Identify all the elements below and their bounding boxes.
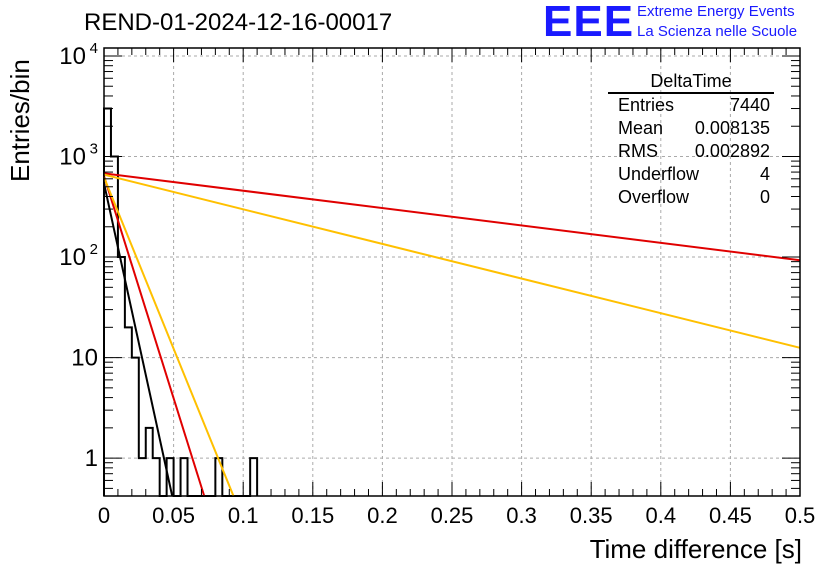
stats-label: Mean xyxy=(618,118,664,138)
stats-row-mean: Mean 0.008135 xyxy=(608,117,774,140)
logo-line-2: La Scienza nelle Scuole xyxy=(637,23,798,40)
y-tick-exponent: 3 xyxy=(90,141,98,158)
histogram-bin xyxy=(146,428,153,496)
stats-label: Overflow xyxy=(618,187,690,207)
x-tick-label: 0.45 xyxy=(709,503,752,528)
eee-logo: EEE xyxy=(543,0,635,46)
fit-curve xyxy=(103,173,801,349)
y-tick-label: 1 xyxy=(85,445,98,472)
stats-title: DeltaTime xyxy=(608,70,774,94)
histogram-bin xyxy=(181,458,188,496)
histogram-bars xyxy=(103,107,259,497)
x-tick-label: 0.4 xyxy=(646,503,677,528)
x-tick-label: 0.1 xyxy=(228,503,259,528)
stats-label: Underflow xyxy=(618,164,700,184)
x-tick-label: 0.5 xyxy=(785,503,816,528)
fit-curve xyxy=(103,176,235,497)
x-tick-label: 0.2 xyxy=(367,503,398,528)
stats-value: 0 xyxy=(759,187,770,207)
y-tick-label: 10 xyxy=(59,144,86,171)
histogram-bin xyxy=(132,358,139,496)
fit-curve xyxy=(103,183,174,497)
fit-curve xyxy=(103,172,801,262)
x-tick-label: 0.25 xyxy=(431,503,474,528)
x-tick-label: 0.35 xyxy=(570,503,613,528)
stats-row-rms: RMS 0.002892 xyxy=(608,140,774,163)
x-tick-label: 0.15 xyxy=(291,503,334,528)
histogram-bin xyxy=(125,327,132,496)
stats-row-underflow: Underflow 4 xyxy=(608,163,774,186)
stats-label: Entries xyxy=(618,95,675,115)
stats-value: 4 xyxy=(759,164,770,184)
y-tick-label: 10 xyxy=(59,43,86,70)
histogram-bin xyxy=(250,458,257,496)
x-axis-label: Time difference [s] xyxy=(589,534,802,564)
y-tick-label: 10 xyxy=(59,244,86,271)
y-tick-exponent: 2 xyxy=(90,241,98,258)
histogram-bin xyxy=(139,458,146,496)
histogram-outline xyxy=(103,107,259,497)
y-tick-exponent: 4 xyxy=(90,40,98,57)
x-tick-label: 0.3 xyxy=(506,503,537,528)
x-tick-label: 0 xyxy=(98,503,110,528)
stats-value: 0.008135 xyxy=(694,118,770,138)
stats-value: 0.002892 xyxy=(694,141,770,161)
tick-labels: 0 0.05 0.1 0.15 0.2 0.25 0.3 0.35 0.4 0.45 0.5 1 10 1… xyxy=(59,40,815,528)
stats-label: RMS xyxy=(618,141,658,161)
logo-caption: Extreme Energy Events La Scienza nelle S… xyxy=(637,2,797,42)
histogram-bin xyxy=(118,257,125,496)
stats-value: 7440 xyxy=(729,95,770,115)
logo-line-1: Extreme Energy Events xyxy=(637,3,795,20)
stats-row-overflow: Overflow 0 xyxy=(608,186,774,209)
histogram-bin xyxy=(153,458,160,496)
fit-curve xyxy=(103,175,206,497)
x-tick-label: 0.05 xyxy=(152,503,195,528)
axis-ticks xyxy=(103,48,801,496)
y-tick-label: 10 xyxy=(71,345,98,372)
stats-row-entries: Entries 7440 xyxy=(608,94,774,117)
fit-curves xyxy=(103,172,801,497)
chart-title: REND-01-2024-12-16-00017 xyxy=(84,9,393,36)
y-axis-label: Entries/bin xyxy=(5,59,35,182)
stats-box: DeltaTime Entries 7440 Mean 0.008135 RMS… xyxy=(608,70,774,209)
